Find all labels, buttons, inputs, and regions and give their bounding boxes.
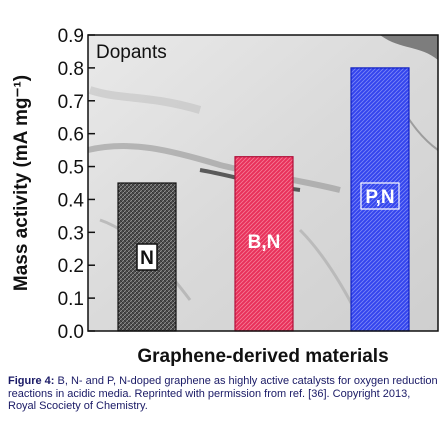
figure-caption: Figure 4: B, N- and P, N-doped graphene … — [8, 375, 438, 413]
plot-frame — [87, 34, 439, 332]
bar-label-box — [136, 243, 158, 271]
y-axis: 0.0 0.1 0.2 0.3 0.4 0.5 0.6 0.7 0.8 0.9 — [58, 26, 95, 343]
y-tick-label: 0.4 — [58, 190, 85, 211]
bar-category-label: B,N — [248, 232, 281, 253]
x-axis-label: Graphene-derived materials — [137, 346, 388, 367]
caption-label: Figure 4: — [8, 375, 55, 387]
chart-title: Dopants — [96, 42, 167, 63]
y-tick-label: 0.6 — [58, 125, 84, 146]
bar-category-label: N — [140, 248, 154, 269]
y-tick-label: 0.1 — [58, 289, 84, 310]
y-tick-label: 0.0 — [58, 322, 84, 343]
bar-chart: N B,N P,N 0.0 0.1 0.2 0.3 0.4 0.5 0.6 0.7 0.8 0.9 D… — [11, 26, 439, 367]
y-tick-label: 0.7 — [58, 92, 84, 113]
y-tick-label: 0.5 — [58, 158, 84, 179]
y-axis-label: Mass activity (mA mg⁻¹) — [11, 75, 32, 291]
y-tick-label: 0.2 — [58, 256, 84, 277]
y-tick-label: 0.3 — [58, 223, 84, 244]
y-tick-label: 0.8 — [58, 59, 84, 80]
bar-label-box — [360, 182, 400, 210]
y-tick-label: 0.9 — [58, 26, 84, 47]
bar-category-label: P,N — [365, 187, 394, 208]
caption-text: B, N- and P, N-doped graphene as highly … — [8, 375, 438, 412]
